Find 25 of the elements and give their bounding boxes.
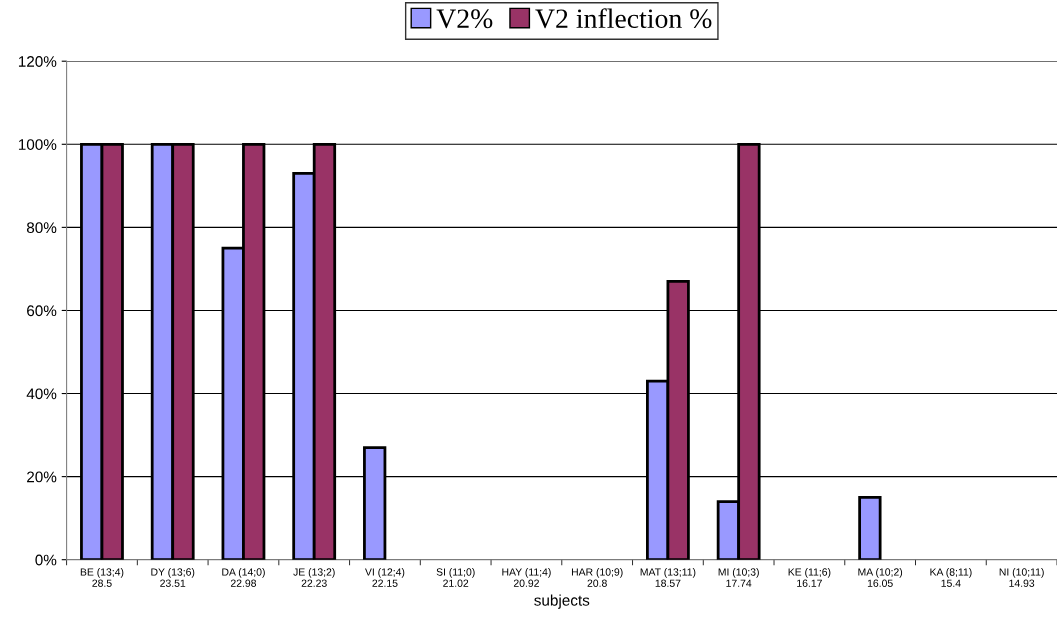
x-tick-label: BE (13;4) 28.5 [80, 568, 124, 587]
y-tick-label: 40% [26, 388, 57, 400]
x-tick-label: MI (10;3) 17.74 [718, 568, 759, 587]
legend-label: V2 inflection % [535, 8, 712, 29]
legend-label: V2% [436, 9, 493, 29]
x-tick-label: SI (11;0) 21.02 [436, 568, 475, 587]
y-tick-label: 0% [35, 554, 57, 566]
x-tick-label: KE (11;6) 16.17 [788, 568, 831, 587]
x-tick-label: HAR (10;9) 20.8 [571, 568, 623, 587]
y-tick-label: 120% [18, 56, 57, 67]
x-tick-label: DY (13;6) 23.51 [151, 568, 195, 587]
bar [858, 496, 882, 560]
y-tick-label: 20% [27, 471, 57, 483]
y-tick-label: 80% [26, 222, 57, 234]
y-tick-label: 60% [27, 305, 57, 317]
x-tick-label: JE (13;2) 22.23 [293, 568, 335, 587]
x-tick-label: KA (8;11) 15.4 [930, 568, 972, 587]
x-tick-label: VI (12;4) 22.15 [365, 568, 405, 587]
x-tick-label: MA (10;2) 16.05 [858, 568, 903, 587]
y-tick-label: 100% [18, 139, 57, 150]
x-axis-title: subjects [534, 594, 590, 609]
x-tick-label: DA (14;0) 22.98 [222, 568, 265, 587]
x-tick-label: HAY (11;4) 20.92 [502, 568, 551, 587]
x-tick-label: MAT (13;11) 18.57 [640, 568, 696, 587]
x-tick-label: NI (10;11) 14.93 [999, 568, 1044, 587]
